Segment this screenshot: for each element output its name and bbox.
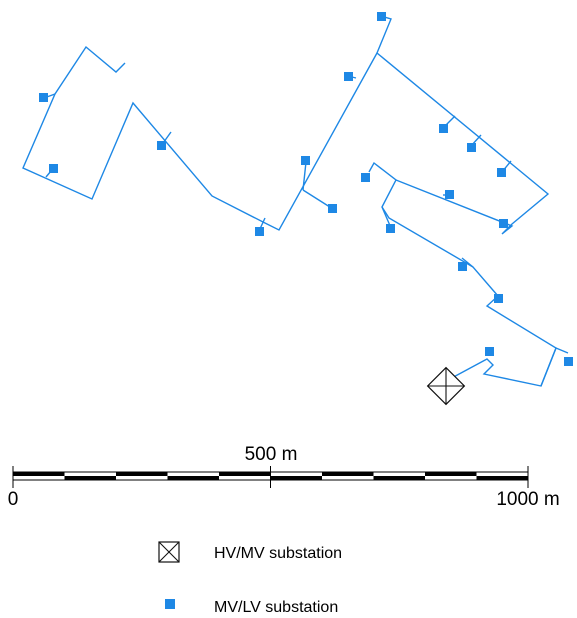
- hvmv-substation: [426, 366, 466, 406]
- scale-bar-segment: [425, 472, 477, 476]
- legend-mvlv-symbol: [165, 599, 175, 609]
- mvlv-substation: [328, 204, 337, 213]
- legend-mvlv-label: MV/LV substation: [214, 599, 338, 616]
- scale-bar-segment: [64, 476, 116, 480]
- mvlv-substation: [386, 224, 395, 233]
- legend-hvmv-label: HV/MV substation: [214, 545, 342, 562]
- mvlv-substation: [39, 93, 48, 102]
- mvlv-substation: [499, 219, 508, 228]
- mvlv-substation: [485, 347, 494, 356]
- mvlv-substation: [458, 262, 467, 271]
- scale-bar-segment: [322, 472, 374, 476]
- mvlv-substation: [157, 141, 166, 150]
- feeder-line-main: [368, 161, 557, 387]
- legend-hvmv-symbol: [158, 541, 180, 563]
- scale-bar-segment: [270, 476, 322, 480]
- mvlv-substation: [497, 168, 506, 177]
- scale-bar-segment: [373, 476, 425, 480]
- stub-5: [302, 161, 307, 191]
- mvlv-substation: [377, 12, 386, 21]
- mvlv-substation: [301, 156, 310, 165]
- mvlv-substation: [255, 227, 264, 236]
- mvlv-substation: [361, 173, 370, 182]
- scale-bar: [12, 466, 529, 488]
- feeder-network: [22, 15, 569, 387]
- scale-label-start: 0: [8, 489, 19, 510]
- feeder-line-right-branch: [376, 15, 550, 235]
- mvlv-substation: [439, 124, 448, 133]
- feeder-line-center: [22, 45, 378, 231]
- scale-label-end: 1000 m: [496, 489, 559, 510]
- feeder-line-left: [447, 347, 569, 387]
- mvlv-substations: [39, 12, 573, 366]
- mvlv-substation: [344, 72, 353, 81]
- scale-bar-segment: [167, 476, 219, 480]
- scale-bar-segment: [219, 472, 271, 476]
- mvlv-substation: [564, 357, 573, 366]
- scale-bar-segment: [13, 472, 65, 476]
- scale-label-mid: 500 m: [245, 444, 298, 465]
- mvlv-substation: [494, 294, 503, 303]
- mvlv-substation: [445, 190, 454, 199]
- legend: HV/MV substation MV/LV substation: [158, 541, 342, 616]
- stub-3: [461, 257, 474, 268]
- mvlv-substation: [467, 143, 476, 152]
- scale-bar-segment: [116, 472, 168, 476]
- mvlv-substation: [49, 164, 58, 173]
- scale-bar-segment: [476, 476, 528, 480]
